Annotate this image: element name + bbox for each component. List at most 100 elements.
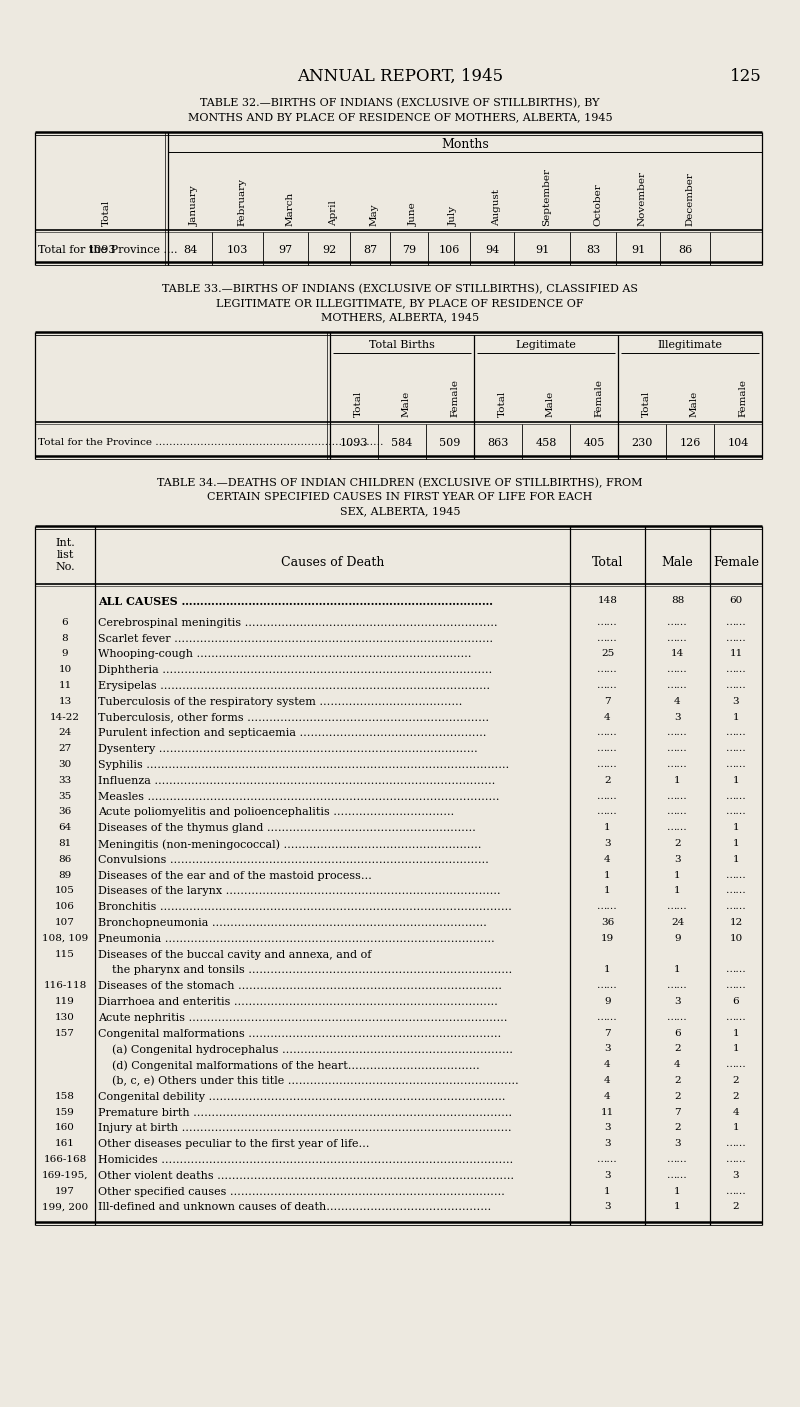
Text: 89: 89	[58, 871, 72, 879]
Text: ……: ……	[597, 1155, 618, 1164]
Text: Scarlet fever ……………………………………………………………………………: Scarlet fever ………………………………………………………………………	[98, 633, 493, 643]
Text: ……: ……	[667, 633, 688, 643]
Text: (d) Congenital malformations of the heart………………………………: (d) Congenital malformations of the hear…	[98, 1061, 480, 1071]
Text: Acute nephritis ……………………………………………………………………………: Acute nephritis …………………………………………………………………	[98, 1013, 507, 1023]
Text: ANNUAL REPORT, 1945: ANNUAL REPORT, 1945	[297, 68, 503, 84]
Text: 14-22: 14-22	[50, 712, 80, 722]
Text: ……: ……	[667, 981, 688, 991]
Text: 4: 4	[674, 1061, 681, 1069]
Text: 1: 1	[733, 712, 739, 722]
Text: 863: 863	[487, 438, 509, 447]
Text: 2: 2	[674, 1123, 681, 1133]
Text: 166-168: 166-168	[43, 1155, 86, 1164]
Text: SEX, ALBERTA, 1945: SEX, ALBERTA, 1945	[340, 507, 460, 516]
Text: (b, c, e) Others under this title ………………………………………………………: (b, c, e) Others under this title …………………	[98, 1076, 518, 1086]
Text: 86: 86	[58, 855, 72, 864]
Text: ……: ……	[597, 760, 618, 770]
Text: September: September	[542, 167, 551, 227]
Text: TABLE 34.—DEATHS OF INDIAN CHILDREN (EXCLUSIVE OF STILLBIRTHS), FROM: TABLE 34.—DEATHS OF INDIAN CHILDREN (EXC…	[158, 478, 642, 488]
Text: 125: 125	[730, 68, 762, 84]
Text: 1: 1	[674, 965, 681, 975]
Text: ……: ……	[597, 681, 618, 689]
Text: October: October	[593, 183, 602, 227]
Text: MONTHS AND BY PLACE OF RESIDENCE OF MOTHERS, ALBERTA, 1945: MONTHS AND BY PLACE OF RESIDENCE OF MOTH…	[188, 113, 612, 122]
Text: 106: 106	[438, 245, 460, 255]
Text: Diseases of the ear and of the mastoid process…: Diseases of the ear and of the mastoid p…	[98, 871, 372, 881]
Text: Diseases of the thymus gland …………………………………………………: Diseases of the thymus gland ………………………………	[98, 823, 476, 833]
Text: 2: 2	[733, 1203, 739, 1211]
Text: 104: 104	[727, 438, 749, 447]
Text: Total for the Province ....: Total for the Province ....	[38, 245, 178, 255]
Text: 13: 13	[58, 696, 72, 706]
Text: 1: 1	[604, 1186, 611, 1196]
Text: 1: 1	[674, 871, 681, 879]
Text: 161: 161	[55, 1140, 75, 1148]
Text: 105: 105	[55, 886, 75, 895]
Text: CERTAIN SPECIFIED CAUSES IN FIRST YEAR OF LIFE FOR EACH: CERTAIN SPECIFIED CAUSES IN FIRST YEAR O…	[207, 492, 593, 502]
Text: ……: ……	[726, 618, 746, 626]
Text: ……: ……	[597, 666, 618, 674]
Text: ……: ……	[597, 618, 618, 626]
Text: 60: 60	[730, 597, 742, 605]
Text: 108, 109: 108, 109	[42, 934, 88, 943]
Text: Homicides ……………………………………………………………………………………: Homicides …………………………………………………………………………………	[98, 1155, 514, 1165]
Text: March: March	[286, 191, 294, 227]
Text: 3: 3	[733, 696, 739, 706]
Text: November: November	[638, 172, 647, 227]
Text: ……: ……	[667, 681, 688, 689]
Text: 1093: 1093	[340, 438, 368, 447]
Text: ……: ……	[667, 666, 688, 674]
Text: 3: 3	[604, 1171, 611, 1180]
Text: 160: 160	[55, 1123, 75, 1133]
Text: 116-118: 116-118	[43, 981, 86, 991]
Text: 115: 115	[55, 950, 75, 958]
Text: ……: ……	[726, 760, 746, 770]
Text: ……: ……	[597, 808, 618, 816]
Text: August: August	[492, 189, 501, 227]
Text: January: January	[190, 186, 199, 227]
Text: Male: Male	[662, 556, 694, 568]
Text: Erysipelas ………………………………………………………………………………: Erysipelas ………………………………………………………………………………	[98, 681, 490, 691]
Text: Total: Total	[592, 556, 623, 568]
Text: ……: ……	[726, 808, 746, 816]
Text: 6: 6	[674, 1029, 681, 1037]
Text: ……: ……	[726, 681, 746, 689]
Text: ……: ……	[726, 666, 746, 674]
Text: ……: ……	[597, 633, 618, 643]
Text: 87: 87	[363, 245, 377, 255]
Text: 9: 9	[62, 650, 68, 658]
Text: Months: Months	[441, 138, 489, 151]
Text: 1: 1	[674, 775, 681, 785]
Text: 3: 3	[604, 1123, 611, 1133]
Text: 19: 19	[601, 934, 614, 943]
Text: 1: 1	[604, 886, 611, 895]
Text: ……: ……	[726, 1140, 746, 1148]
Text: 1: 1	[604, 965, 611, 975]
Text: May: May	[370, 204, 379, 227]
Text: Pneumonia ………………………………………………………………………………: Pneumonia ………………………………………………………………………………	[98, 934, 494, 944]
Text: 4: 4	[604, 1061, 611, 1069]
Text: Total: Total	[642, 391, 651, 416]
Text: Convulsions ……………………………………………………………………………: Convulsions ……………………………………………………………………………	[98, 855, 489, 865]
Text: April: April	[329, 200, 338, 227]
Text: 9: 9	[674, 934, 681, 943]
Text: Int.: Int.	[55, 537, 75, 547]
Text: Female: Female	[738, 378, 747, 416]
Text: ……: ……	[597, 981, 618, 991]
Text: 88: 88	[671, 597, 684, 605]
Text: 405: 405	[583, 438, 605, 447]
Text: 1: 1	[604, 823, 611, 832]
Text: Causes of Death: Causes of Death	[281, 556, 384, 568]
Text: 1: 1	[733, 823, 739, 832]
Text: 1: 1	[733, 855, 739, 864]
Text: Acute poliomyelitis and polioencephalitis ……………………………: Acute poliomyelitis and polioencephaliti…	[98, 808, 454, 817]
Text: 1: 1	[733, 1123, 739, 1133]
Text: ……: ……	[726, 744, 746, 753]
Text: Influenza …………………………………………………………………………………: Influenza …………………………………………………………………………………	[98, 775, 495, 785]
Text: 36: 36	[58, 808, 72, 816]
Text: ……: ……	[667, 902, 688, 912]
Text: ……: ……	[597, 1013, 618, 1021]
Text: December: December	[685, 172, 694, 227]
Text: ……: ……	[667, 618, 688, 626]
Text: 97: 97	[278, 245, 293, 255]
